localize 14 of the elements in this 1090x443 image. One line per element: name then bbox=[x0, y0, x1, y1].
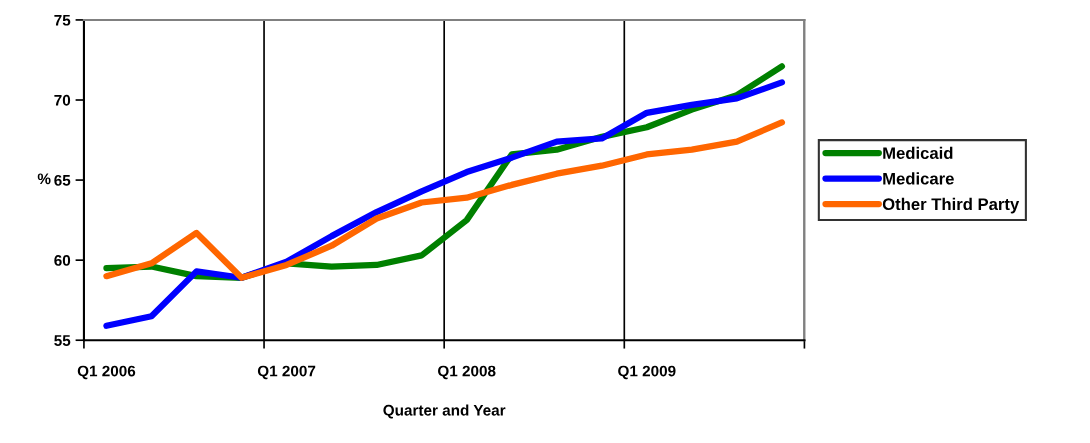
y-tick-label: 75 bbox=[54, 14, 71, 26]
x-axis-title: Quarter and Year bbox=[383, 404, 506, 419]
x-tick-label: Q1 2008 bbox=[438, 365, 496, 380]
y-tick-label: 65 bbox=[54, 174, 71, 186]
y-tick-label: 55 bbox=[54, 335, 71, 346]
legend-label: Other Third Party bbox=[882, 197, 1020, 214]
y-tick-label: 70 bbox=[54, 94, 71, 106]
y-tick-label: 60 bbox=[54, 255, 71, 266]
y-axis-title: % bbox=[37, 173, 51, 185]
legend-label: Medicare bbox=[883, 172, 954, 185]
x-tick-label: Q1 2009 bbox=[618, 365, 676, 380]
legend-label: Medicaid bbox=[883, 146, 953, 160]
x-tick-label: Q1 2007 bbox=[257, 365, 316, 380]
x-tick-label: Q1 2006 bbox=[77, 365, 136, 380]
